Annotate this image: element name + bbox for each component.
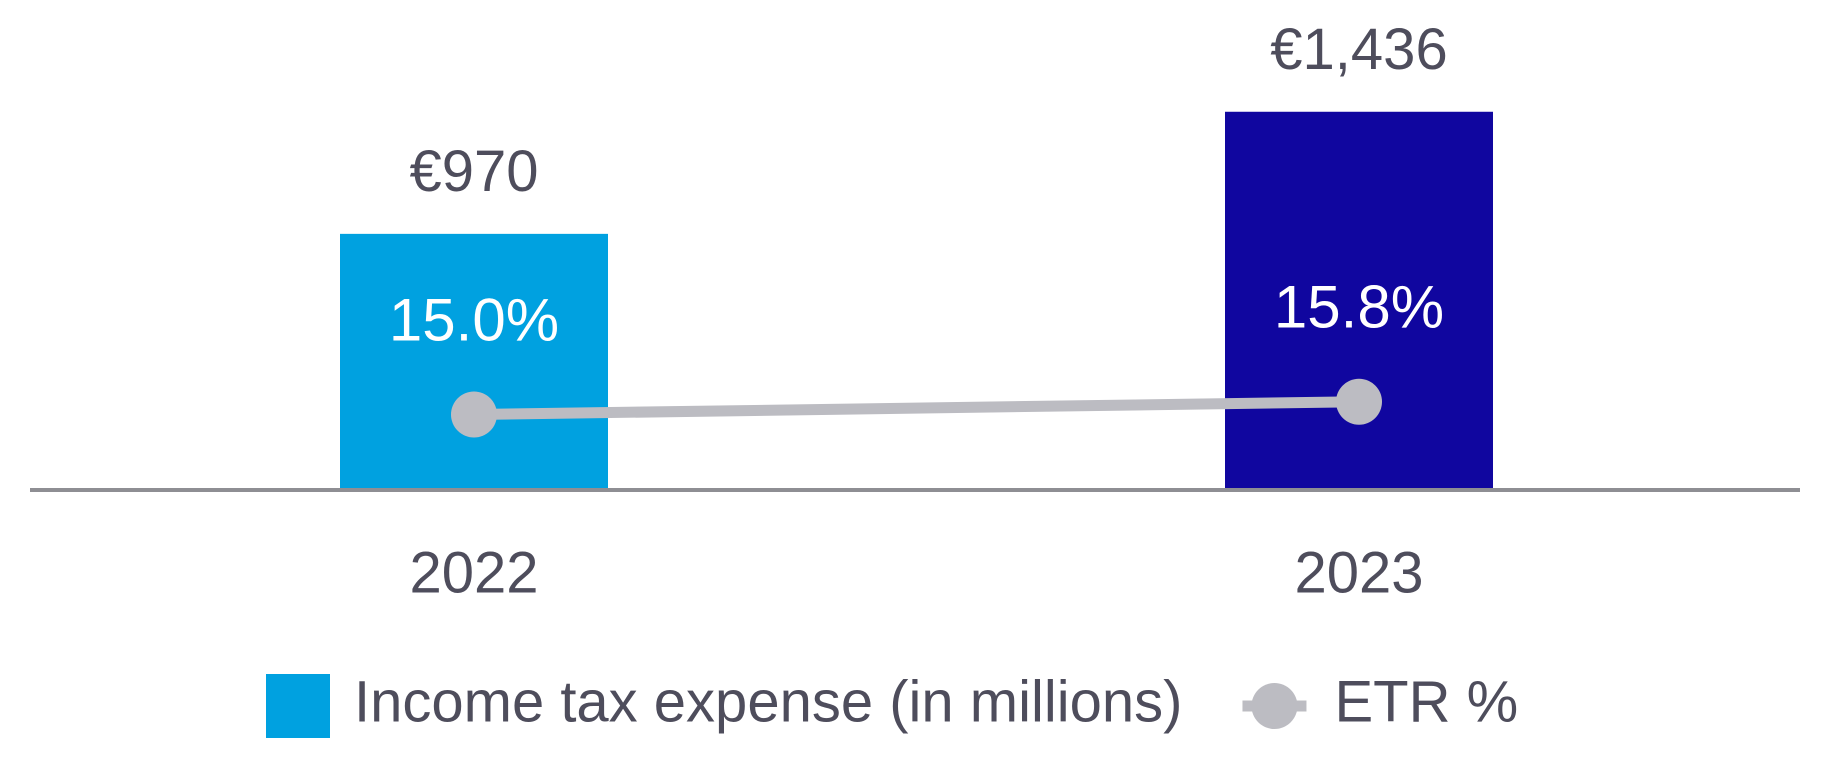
etr-line bbox=[473, 396, 1360, 421]
x-tick-label: 2023 bbox=[1294, 540, 1423, 605]
bar-value-label: €1,436 bbox=[1270, 17, 1447, 82]
bar bbox=[340, 233, 608, 488]
x-tick-label: 2022 bbox=[409, 540, 538, 605]
bar bbox=[1225, 111, 1493, 488]
etr-point bbox=[451, 391, 497, 438]
etr-value-label: 15.8% bbox=[1274, 274, 1444, 341]
bar-value-label: €970 bbox=[409, 139, 538, 204]
etr-value-label: 15.0% bbox=[389, 286, 559, 353]
etr-point bbox=[1336, 378, 1382, 425]
legend-label: Income tax expense (in millions) bbox=[354, 669, 1182, 734]
legend-label: ETR % bbox=[1334, 669, 1518, 734]
legend-marker bbox=[1251, 683, 1298, 729]
legend-swatch bbox=[266, 674, 330, 738]
